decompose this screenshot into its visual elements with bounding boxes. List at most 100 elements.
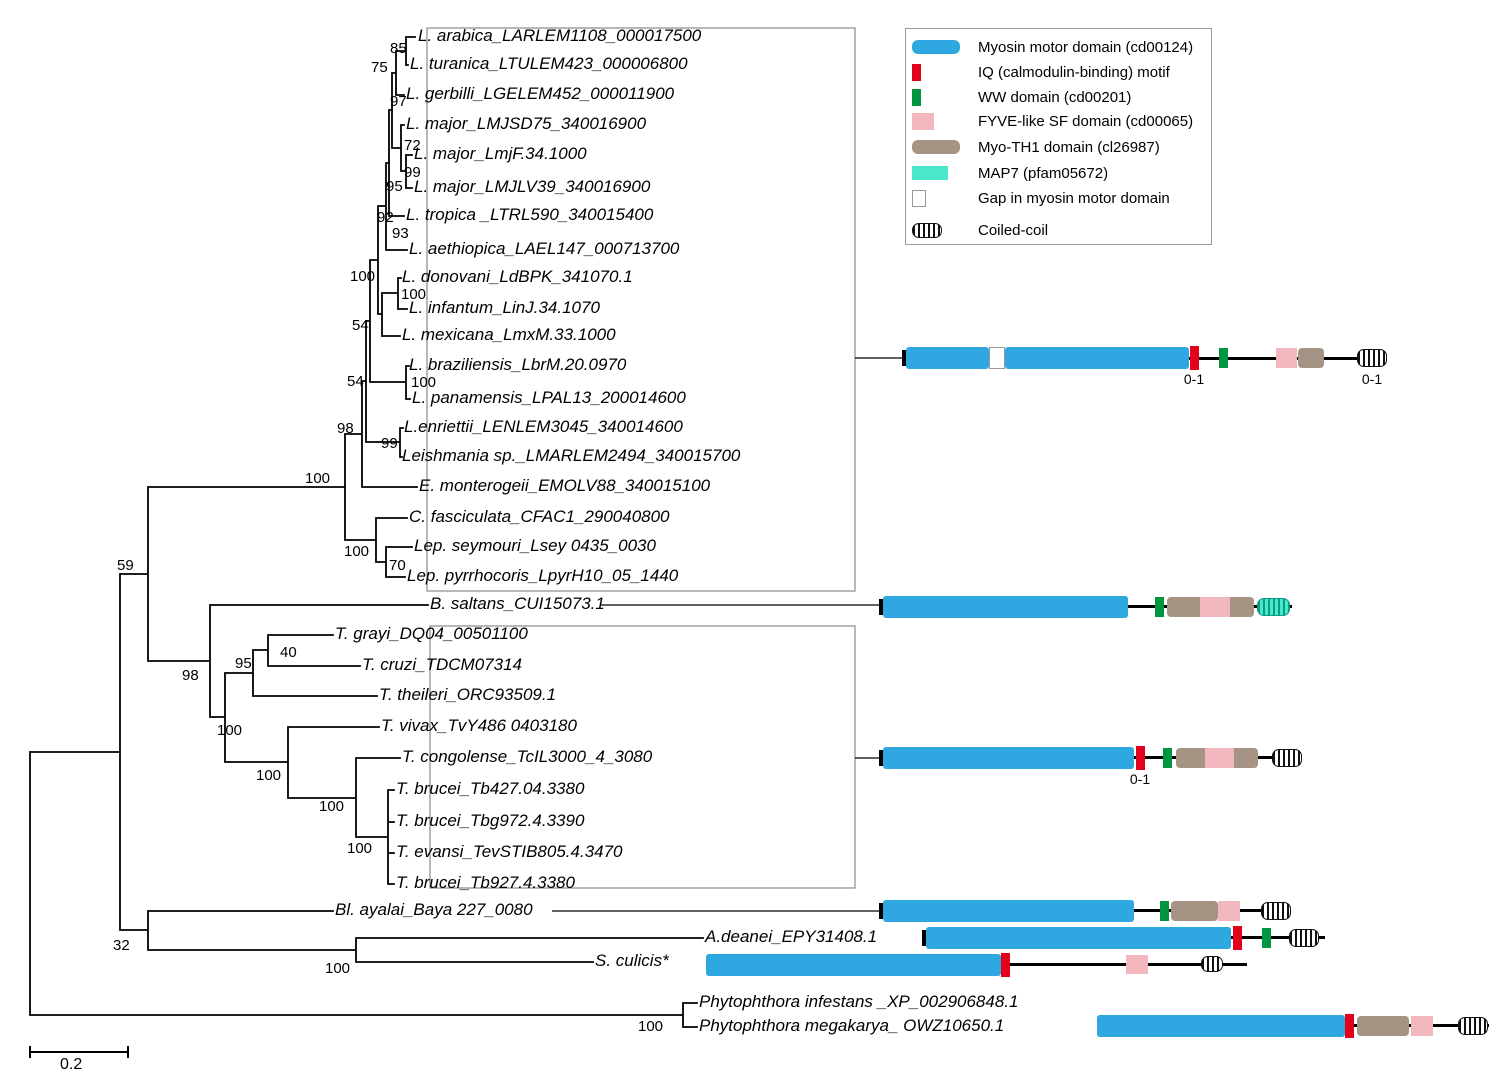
bootstrap-value: 100 (344, 543, 370, 560)
legend-row: Gap in myosin motor domain (912, 188, 1170, 208)
tip-label: L. major_LMJLV39_340016900 (414, 177, 651, 196)
myo-th1-domain (1357, 1016, 1409, 1036)
tip-label: L. arabica_LARLEM1108_000017500 (418, 26, 702, 45)
tip-label: T. vivax_TvY486 0403180 (381, 716, 577, 735)
iq-motif (1136, 746, 1145, 770)
bootstrap-value: 100 (217, 722, 243, 739)
myosin-motor-domain (1005, 347, 1189, 369)
coiled-coil (1357, 349, 1387, 367)
tip-label: T. brucei_Tb927.4.3380 (396, 873, 575, 892)
tip-label: L. mexicana_LmxM.33.1000 (402, 325, 616, 344)
coiled-coil-swatch (912, 222, 942, 238)
bootstrap-value: 93 (392, 225, 409, 242)
iq-motif (1345, 1014, 1354, 1038)
legend-label: FYVE-like SF domain (cd00065) (978, 112, 1194, 130)
bootstrap-value: 85 (390, 40, 407, 57)
bootstrap-value: 100 (347, 840, 373, 857)
ww-domain (1262, 928, 1271, 948)
legend-label: IQ (calmodulin-binding) motif (978, 63, 1170, 81)
tip-label: L. gerbilli_LGELEM452_000011900 (406, 84, 675, 103)
bootstrap-value: 98 (182, 667, 199, 684)
tree-branch-lines (29, 36, 704, 1028)
tip-label: Phytophthora megakarya_ OWZ10650.1 (699, 1016, 1005, 1035)
bootstrap-value: 100 (638, 1018, 664, 1035)
tick (879, 903, 883, 919)
tip-label: T. brucei_Tbg972.4.3390 (396, 811, 585, 830)
tip-label: L.enriettii_LENLEM3045_340014600 (404, 417, 683, 436)
tick (879, 750, 883, 766)
tip-label: L. aethiopica_LAEL147_000713700 (409, 239, 680, 258)
fyve-domain (1205, 748, 1234, 768)
fyve-domain (1218, 901, 1240, 921)
tip-label: T. grayi_DQ04_00501100 (335, 624, 528, 643)
iq-motif-swatch (912, 63, 921, 81)
myosin-motor-domain (883, 747, 1134, 769)
bootstrap-value: 100 (319, 798, 345, 815)
legend-label: WW domain (cd00201) (978, 88, 1132, 106)
bootstrap-value: 54 (347, 373, 364, 390)
myosin-motor-domain (706, 954, 1001, 976)
fyve-domain (1200, 597, 1230, 617)
legend-label: Gap in myosin motor domain (978, 189, 1170, 207)
ww-domain (1160, 901, 1169, 921)
myo-th1-domain (1171, 901, 1218, 921)
bootstrap-value: 97 (390, 93, 407, 110)
tip-label: C. fasciculata_CFAC1_290040800 (409, 507, 670, 526)
tip-label: T. evansi_TevSTIB805.4.3470 (396, 842, 623, 861)
tip-label: T. brucei_Tb427.04.3380 (396, 779, 585, 798)
coiled-coil (1201, 956, 1223, 972)
fyve-domain (1411, 1016, 1433, 1036)
bootstrap-value: 100 (305, 470, 331, 487)
bootstrap-value: 95 (235, 655, 252, 672)
myosin-motor-domain (883, 596, 1128, 618)
legend-label: MAP7 (pfam05672) (978, 164, 1109, 182)
bootstrap-value: 59 (117, 557, 134, 574)
bootstrap-value: 70 (389, 557, 406, 574)
tip-label: T. theileri_ORC93509.1 (379, 685, 557, 704)
copy-number-label: 0-1 (1361, 371, 1383, 387)
tip-label: L. panamensis_LPAL13_200014600 (412, 388, 686, 407)
tip-label: Lep. seymouri_Lsey 0435_0030 (414, 536, 656, 555)
leishmania-clade-box (426, 27, 856, 592)
myosin-motor-swatch (912, 40, 960, 54)
tick (922, 930, 926, 946)
legend-row: Myosin motor domain (cd00124) (912, 37, 1193, 57)
tip-label: A.deanei_EPY31408.1 (705, 927, 878, 946)
tick (879, 599, 883, 615)
ww-domain (1155, 597, 1164, 617)
bootstrap-value: 32 (113, 937, 130, 954)
motor-domain-gap (989, 347, 1005, 369)
myosin-motor-domain (883, 900, 1134, 922)
myosin-motor-domain (906, 347, 989, 369)
bootstrap-value: 92 (377, 209, 394, 226)
tip-label: Leishmania sp._LMARLEM2494_340015700 (402, 446, 741, 465)
fyve-domain (1126, 955, 1148, 974)
copy-number-label: 0-1 (1129, 771, 1151, 787)
tip-label: S. culicis* (595, 951, 669, 970)
iq-motif (1190, 346, 1199, 370)
legend-row: IQ (calmodulin-binding) motif (912, 62, 1170, 82)
tip-label: B. saltans_CUI15073.1 (430, 594, 605, 613)
bootstrap-value: 54 (352, 317, 369, 334)
fyve-domain-swatch (912, 112, 934, 130)
tip-label: L. turanica_LTULEM423_000006800 (410, 54, 688, 73)
tip-label: L. braziliensis_LbrM.20.0970 (409, 355, 627, 374)
myo-th1-domain (1298, 348, 1324, 368)
tip-label: E. monterogeii_EMOLV88_340015100 (419, 476, 711, 495)
tip-label: L. tropica _LTRL590_340015400 (406, 205, 654, 224)
diagram-connector-lines (552, 357, 902, 912)
bootstrap-value: 100 (256, 767, 282, 784)
bootstrap-value: 98 (337, 420, 354, 437)
tip-label: L. donovani_LdBPK_341070.1 (402, 267, 633, 286)
tip-label: T. congolense_TcIL3000_4_3080 (402, 747, 653, 766)
legend-row: MAP7 (pfam05672) (912, 163, 1108, 183)
myo-th1-swatch (912, 140, 960, 154)
bootstrap-value: 100 (411, 374, 437, 391)
myosin-motor-domain (926, 927, 1231, 949)
legend-row: Coiled-coil (912, 220, 1048, 240)
myosin-motor-domain (1097, 1015, 1345, 1037)
bootstrap-value: 72 (404, 137, 421, 154)
legend-label: Myo-TH1 domain (cl26987) (978, 138, 1160, 156)
gap-swatch (912, 189, 926, 207)
tip-label: Bl. ayalai_Baya 227_0080 (335, 900, 533, 919)
